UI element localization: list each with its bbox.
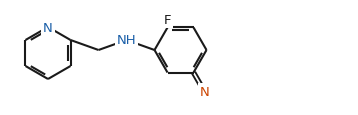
Text: F: F [164,14,171,27]
Text: NH: NH [117,34,136,47]
Text: N: N [200,85,209,98]
Text: N: N [43,21,53,34]
